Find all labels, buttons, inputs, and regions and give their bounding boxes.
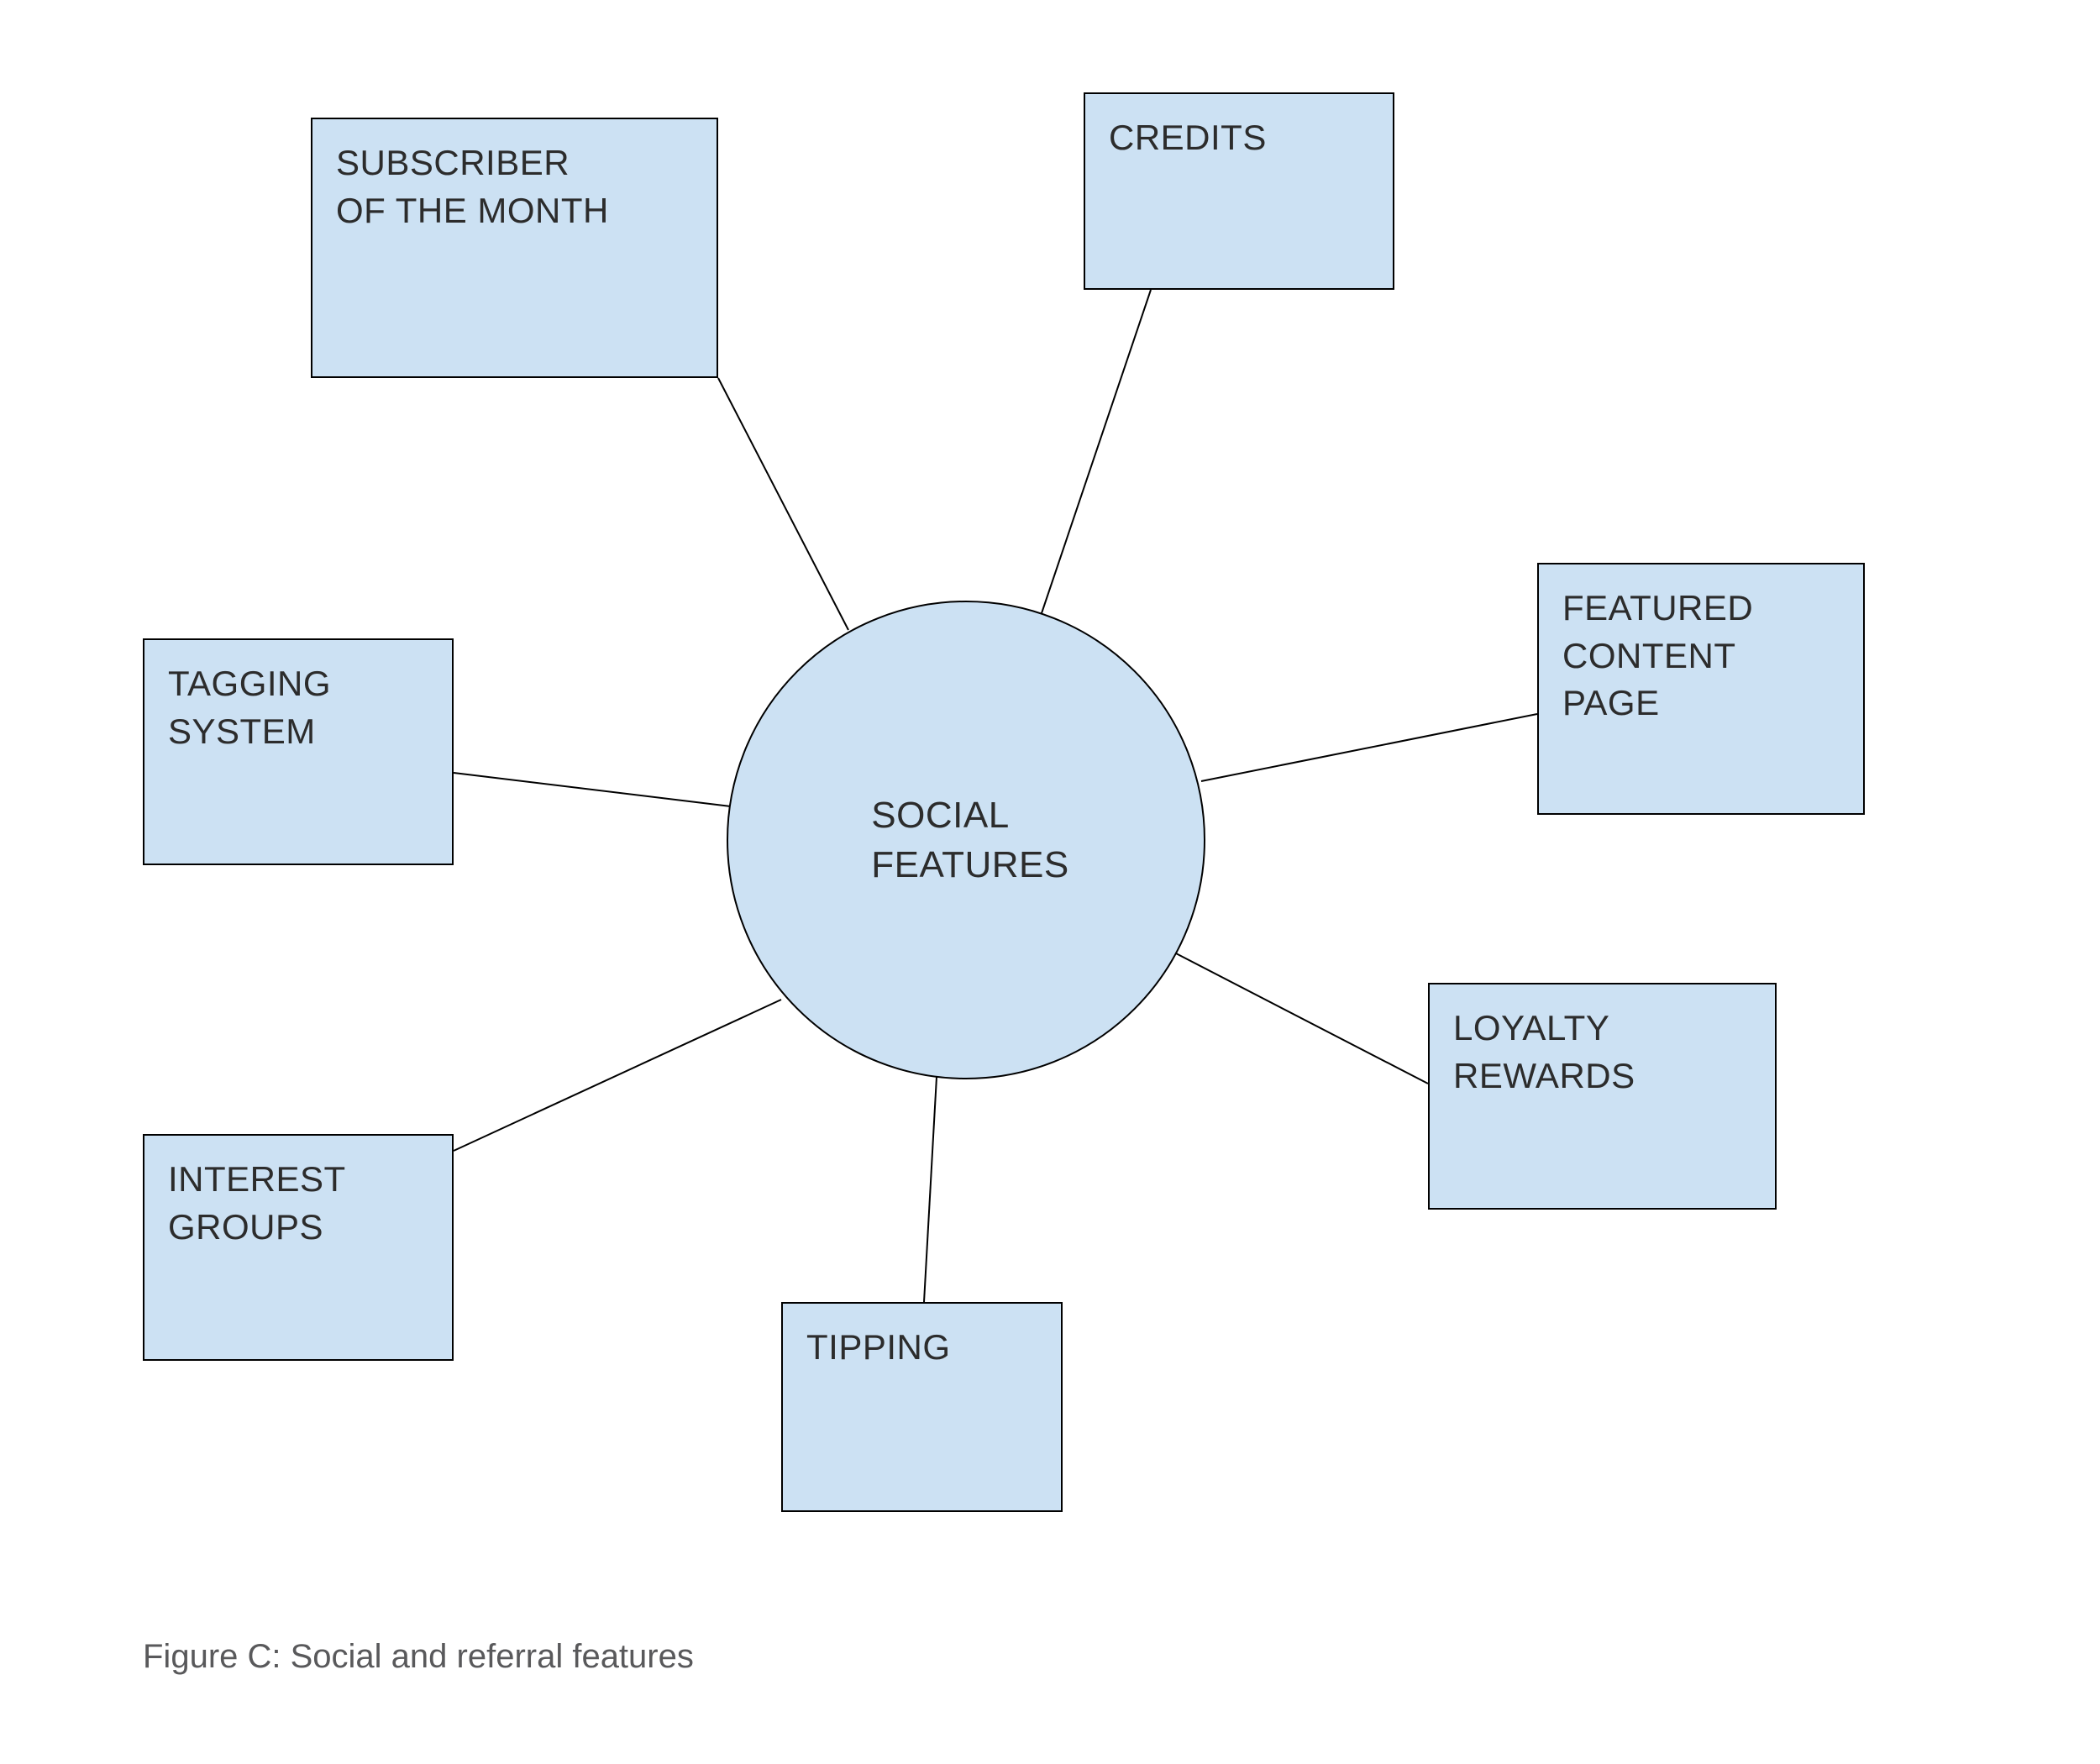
node-label: SUBSCRIBEROF THE MONTH: [336, 139, 609, 234]
center-node-social-features: SOCIALFEATURES: [727, 601, 1205, 1079]
node-tipping: TIPPING: [781, 1302, 1063, 1512]
connector-line: [454, 773, 731, 806]
node-subscriber: SUBSCRIBEROF THE MONTH: [311, 118, 718, 378]
figure-caption: Figure C: Social and referral features: [143, 1638, 694, 1676]
connector-line: [924, 1077, 937, 1302]
figure-caption-text: Figure C: Social and referral features: [143, 1638, 694, 1675]
connector-line: [454, 1000, 781, 1151]
node-label: LOYALTYREWARDS: [1453, 1005, 1635, 1100]
node-featured: FEATUREDCONTENTPAGE: [1537, 563, 1865, 815]
node-label: INTERESTGROUPS: [168, 1156, 346, 1251]
node-label: TAGGINGSYSTEM: [168, 660, 331, 755]
connector-line: [1201, 714, 1537, 781]
diagram-container: SOCIALFEATURES SUBSCRIBEROF THE MONTH CRE…: [0, 0, 2100, 1764]
connector-line: [1042, 290, 1151, 613]
node-credits: CREDITS: [1084, 92, 1394, 290]
connector-line: [718, 378, 848, 630]
center-node-label: SOCIALFEATURES: [863, 790, 1068, 890]
node-interest: INTERESTGROUPS: [143, 1134, 454, 1361]
node-label: CREDITS: [1109, 114, 1267, 162]
node-loyalty: LOYALTYREWARDS: [1428, 983, 1777, 1210]
node-label: TIPPING: [806, 1324, 951, 1372]
node-tagging: TAGGINGSYSTEM: [143, 638, 454, 865]
connector-line: [1176, 953, 1428, 1084]
node-label: FEATUREDCONTENTPAGE: [1562, 585, 1753, 727]
